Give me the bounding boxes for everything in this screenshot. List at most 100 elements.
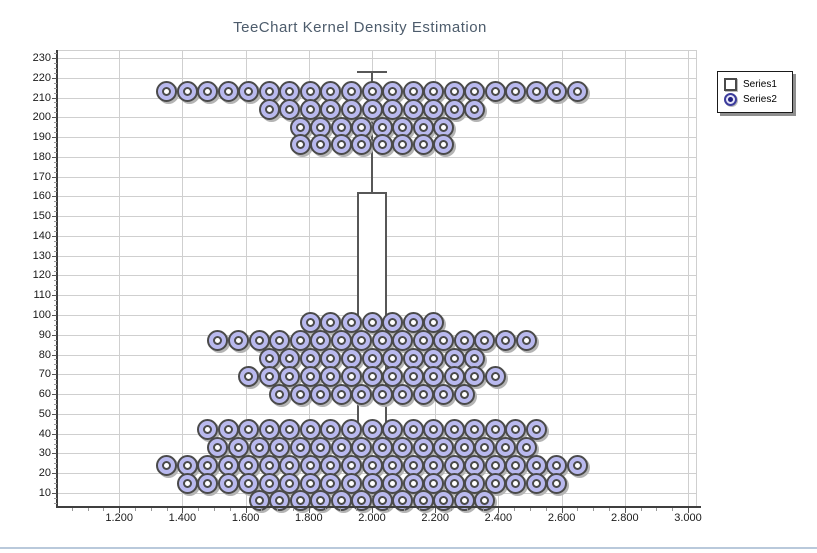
scatter-point [371, 383, 393, 405]
scatter-point-hole [470, 104, 480, 114]
scatter-point [412, 436, 434, 458]
scatter-point-hole [377, 442, 387, 452]
scatter-point [279, 81, 301, 103]
y-axis-minor-tick [54, 206, 57, 208]
scatter-point-hole [470, 460, 480, 470]
scatter-point [299, 454, 321, 476]
scatter-point-hole [429, 354, 439, 363]
scatter-point-hole [346, 318, 356, 328]
scatter-point-hole [388, 478, 398, 488]
scatter-point-hole [346, 371, 356, 381]
y-axis-minor-tick [54, 87, 57, 89]
y-axis-tick [52, 137, 57, 139]
scatter-point [412, 134, 434, 156]
window-bottom-edge [0, 547, 817, 549]
scatter-point-hole [254, 442, 264, 452]
scatter-point-hole [470, 354, 480, 363]
scatter-point-hole [418, 140, 428, 150]
scatter-point-hole [223, 460, 233, 470]
y-axis-minor-tick [54, 384, 57, 386]
scatter-point-hole [357, 336, 367, 346]
scatter-point [320, 365, 342, 387]
legend-item-series1[interactable]: Series1 [724, 77, 786, 92]
scatter-point [566, 81, 588, 103]
gridline-vertical [182, 50, 184, 506]
y-axis-minor-tick [54, 181, 57, 183]
scatter-point-hole [408, 104, 418, 114]
scatter-point [269, 490, 291, 512]
scatter-point-hole [326, 460, 336, 470]
x-axis-minor-tick [71, 508, 73, 511]
y-axis-tick [52, 216, 57, 218]
scatter-point-hole [429, 104, 439, 114]
scatter-point-hole [264, 104, 274, 114]
scatter-point-hole [357, 389, 367, 399]
scatter-point-hole [285, 478, 295, 488]
scatter-point-hole [367, 104, 377, 114]
y-axis-minor-tick [54, 389, 57, 391]
scatter-point-hole [336, 122, 346, 132]
scatter-point-hole [254, 496, 264, 506]
scatter-point [453, 436, 475, 458]
scatter-point-hole [346, 425, 356, 435]
y-axis-minor-tick [54, 132, 57, 134]
scatter-point-hole [388, 104, 398, 114]
scatter-point-hole [429, 460, 439, 470]
scatter-point-hole [480, 496, 490, 506]
legend-item-series2[interactable]: Series2 [724, 92, 786, 107]
scatter-point-hole [511, 87, 521, 97]
chart-title: TeeChart Kernel Density Estimation [233, 19, 487, 36]
scatter-point-hole [418, 442, 428, 452]
scatter-point [484, 472, 506, 494]
scatter-point [217, 81, 239, 103]
x-axis-minor-tick [466, 508, 468, 511]
scatter-point-hole [501, 336, 510, 346]
scatter-point-hole [295, 122, 305, 132]
scatter-point-hole [572, 460, 582, 470]
scatter-point [340, 98, 362, 120]
y-axis-minor-tick [54, 364, 57, 366]
scatter-point [525, 472, 547, 494]
scatter-point [361, 472, 383, 494]
scatter-point-hole [408, 87, 418, 97]
scatter-point [340, 419, 362, 441]
scatter-point [289, 436, 311, 458]
scatter-point [484, 454, 506, 476]
y-tick-label: 100 [32, 309, 51, 321]
scatter-point [269, 436, 291, 458]
y-axis-minor-tick [54, 171, 57, 173]
y-tick-label: 20 [38, 467, 51, 480]
scatter-point-hole [223, 87, 233, 97]
scatter-point-hole [336, 442, 346, 452]
y-axis-minor-tick [54, 127, 57, 129]
x-axis-minor-tick [324, 508, 326, 511]
x-axis-minor-tick [293, 508, 294, 511]
scatter-point-hole [264, 354, 274, 363]
scatter-point [484, 419, 506, 441]
scatter-point-hole [295, 336, 305, 346]
x-axis-minor-tick [545, 508, 547, 511]
scatter-point [227, 330, 249, 352]
y-axis-minor-tick [54, 305, 57, 307]
scatter-point-hole [326, 87, 336, 97]
scatter-point [197, 454, 219, 476]
scatter-point [371, 436, 393, 458]
scatter-point [505, 419, 527, 441]
y-axis-minor-tick [54, 300, 57, 302]
y-axis-minor-tick [54, 240, 57, 242]
scatter-point-hole [213, 442, 223, 452]
scatter-point-hole [388, 87, 398, 97]
scatter-point [238, 472, 260, 494]
scatter-point-hole [388, 354, 398, 363]
x-axis-minor-tick [640, 508, 642, 511]
scatter-point [402, 454, 424, 476]
scatter-point-hole [449, 354, 459, 363]
scatter-point-hole [398, 122, 408, 132]
scatter-point-hole [439, 122, 449, 132]
x-axis-minor-tick [672, 508, 674, 511]
scatter-point [299, 312, 321, 334]
scatter-point-hole [285, 371, 295, 381]
scatter-point [402, 419, 424, 441]
scatter-point-hole [367, 318, 377, 328]
scatter-point-hole [439, 336, 449, 346]
